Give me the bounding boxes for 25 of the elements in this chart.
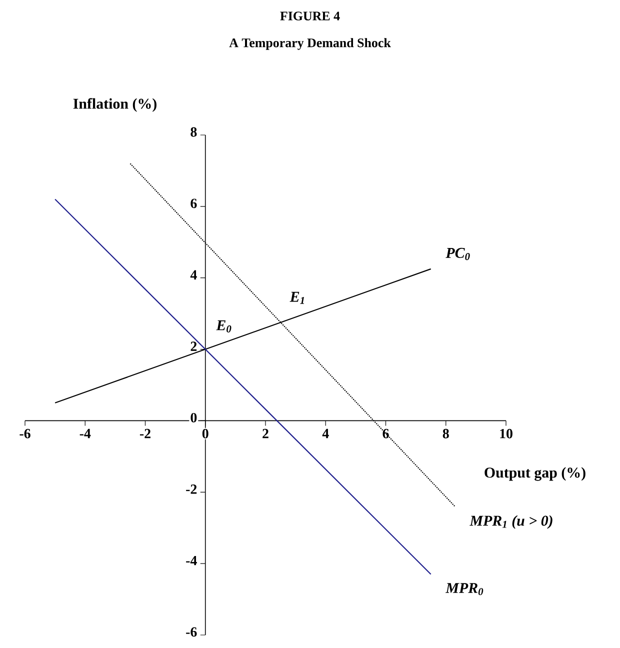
y-axis-title: Inflation (%) — [73, 98, 156, 112]
y-tick-label: 2 — [190, 342, 197, 351]
y-tick-label: -4 — [186, 556, 197, 566]
y-tick-label: 4 — [190, 270, 197, 280]
chart-title: FIGURE 4 — [280, 12, 340, 20]
x-tick-label: 4 — [322, 428, 329, 438]
x-tick-label: 2 — [262, 428, 268, 438]
y-tick-label: -6 — [186, 627, 197, 637]
x-tick-label: 8 — [442, 428, 449, 438]
x-tick-label: 10 — [500, 428, 512, 438]
series-label: PC$_{0}$ — [446, 248, 470, 260]
y-tick-label: 6 — [190, 198, 197, 208]
x-tick-label: 0 — [202, 428, 208, 438]
series-label: MPR$_{0}$ — [445, 583, 484, 596]
x-tick-label: -2 — [140, 428, 150, 438]
x-tick-label: -6 — [20, 428, 30, 438]
series-label: MPR$_{1}$ (u > 0) — [470, 515, 552, 529]
annotation: E$_{1}$ — [290, 292, 304, 304]
y-tick-label: 8 — [190, 127, 197, 137]
y-tick-label: 0 — [190, 413, 197, 422]
chart-subtitle: A Temporary Demand Shock — [229, 38, 391, 50]
x-axis-title: Output gap (%) — [484, 467, 586, 481]
x-tick-label: -4 — [80, 428, 91, 438]
annotation: E$_{0}$ — [216, 320, 232, 332]
y-tick-label: -2 — [186, 484, 197, 494]
